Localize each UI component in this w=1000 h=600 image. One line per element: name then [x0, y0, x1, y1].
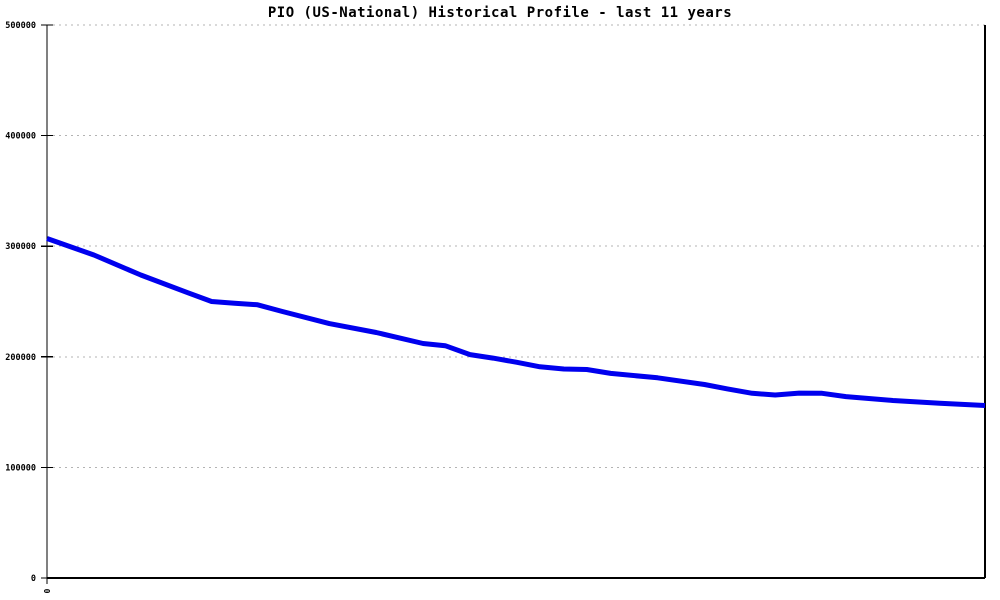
y-tick-label: 500000 — [5, 21, 36, 31]
chart-title: PIO (US-National) Historical Profile - l… — [267, 5, 733, 21]
y-tick-label: 0 — [31, 574, 36, 584]
y-tick-label: 100000 — [5, 463, 36, 473]
x-tick-label: 0 — [42, 589, 51, 594]
y-tick-label: 200000 — [5, 353, 36, 363]
y-tick-label: 300000 — [5, 242, 36, 252]
data-line-pio-us-national- — [46, 236, 986, 408]
y-tick-label: 400000 — [5, 132, 36, 142]
